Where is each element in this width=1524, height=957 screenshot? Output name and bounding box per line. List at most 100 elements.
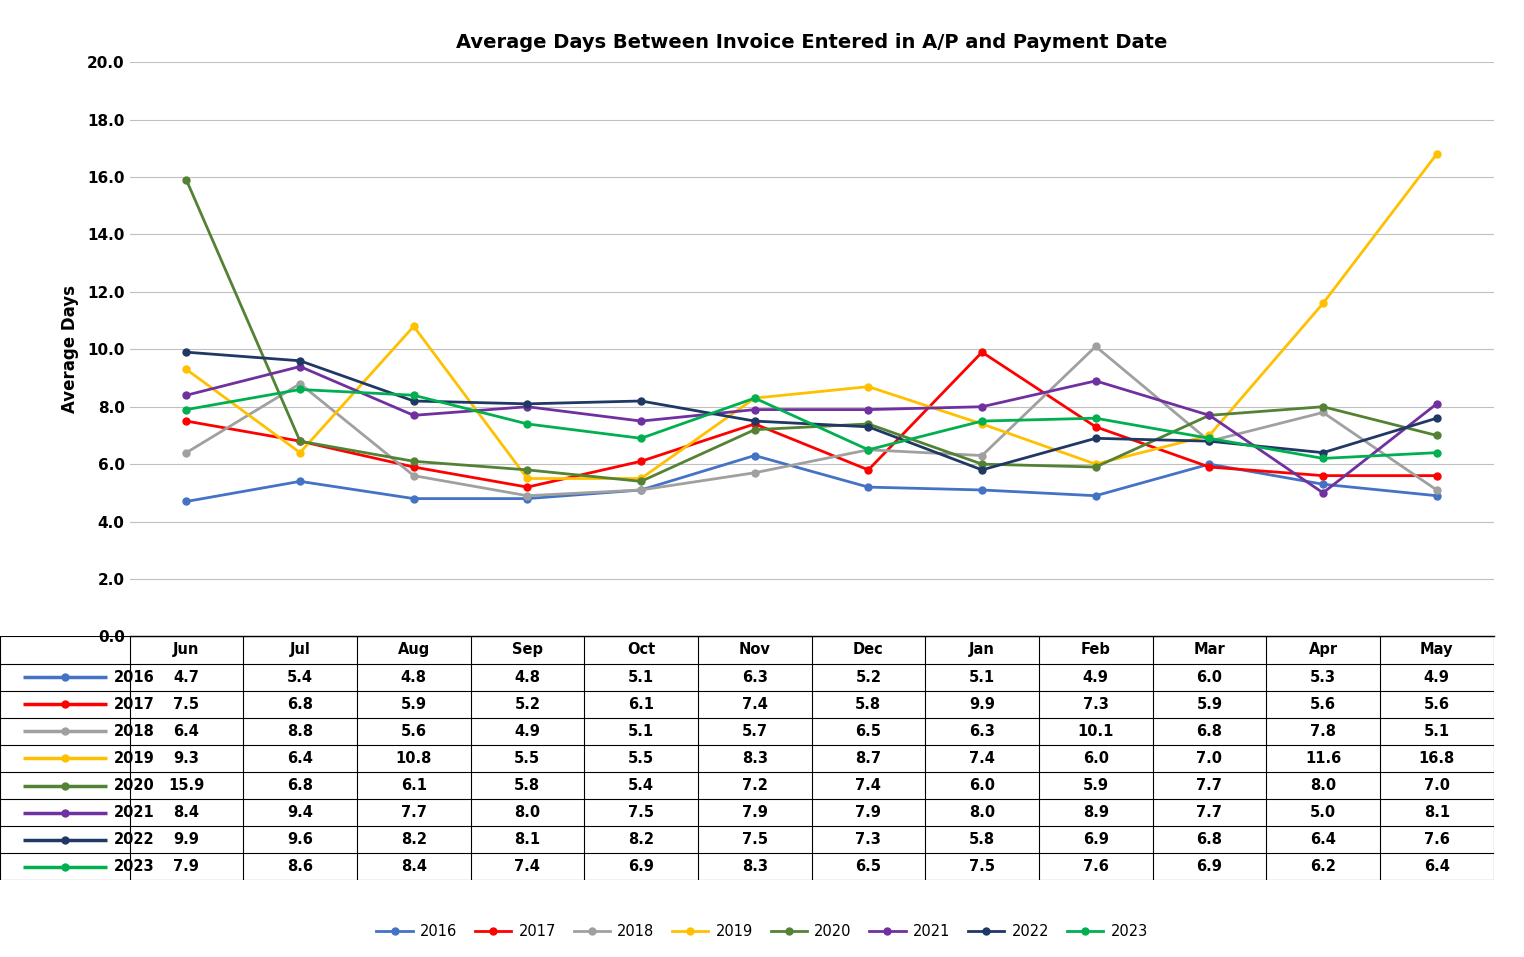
Text: 6.4: 6.4 xyxy=(287,751,312,766)
Text: Sep: Sep xyxy=(512,642,543,657)
2016 xyxy=(1087,490,1105,501)
2020 xyxy=(1428,430,1446,441)
2023 xyxy=(291,384,309,395)
2022 xyxy=(1201,435,1219,447)
2017 xyxy=(972,346,991,358)
2019 xyxy=(860,381,878,392)
Text: 9.9: 9.9 xyxy=(969,697,995,712)
2023 xyxy=(404,389,422,401)
Line: 2022: 2022 xyxy=(183,348,1440,474)
Text: 7.9: 7.9 xyxy=(742,805,768,820)
Text: 5.2: 5.2 xyxy=(515,697,541,712)
Text: Mar: Mar xyxy=(1193,642,1225,657)
Line: 2020: 2020 xyxy=(183,176,1440,485)
2017 xyxy=(860,464,878,476)
Y-axis label: Average Days: Average Days xyxy=(61,285,79,413)
Text: 7.4: 7.4 xyxy=(515,859,541,875)
Text: 6.9: 6.9 xyxy=(628,859,654,875)
Text: 5.8: 5.8 xyxy=(969,833,995,847)
Text: May: May xyxy=(1420,642,1454,657)
2023 xyxy=(1201,433,1219,444)
Text: 6.5: 6.5 xyxy=(855,723,881,739)
Text: 2016: 2016 xyxy=(114,670,155,684)
Text: 5.3: 5.3 xyxy=(1311,670,1337,684)
Title: Average Days Between Invoice Entered in A/P and Payment Date: Average Days Between Invoice Entered in … xyxy=(456,33,1167,53)
Legend: 2016, 2017, 2018, 2019, 2020, 2021, 2022, 2023: 2016, 2017, 2018, 2019, 2020, 2021, 2022… xyxy=(370,919,1154,945)
Text: Jul: Jul xyxy=(290,642,311,657)
Text: 8.1: 8.1 xyxy=(514,833,541,847)
Line: 2016: 2016 xyxy=(183,452,1440,505)
Text: 5.9: 5.9 xyxy=(1196,697,1222,712)
Text: 2017: 2017 xyxy=(114,697,155,712)
Text: 7.6: 7.6 xyxy=(1423,833,1449,847)
2016 xyxy=(860,481,878,493)
Text: 7.2: 7.2 xyxy=(742,778,768,793)
2023 xyxy=(1087,412,1105,424)
2016 xyxy=(404,493,422,504)
Text: 8.1: 8.1 xyxy=(1423,805,1449,820)
Text: 9.6: 9.6 xyxy=(287,833,312,847)
2017 xyxy=(518,481,536,493)
Text: 8.6: 8.6 xyxy=(287,859,312,875)
2023 xyxy=(177,404,195,415)
2017 xyxy=(1314,470,1332,481)
Text: 7.8: 7.8 xyxy=(1311,723,1337,739)
2021 xyxy=(972,401,991,412)
Text: 6.0: 6.0 xyxy=(1196,670,1222,684)
Text: Aug: Aug xyxy=(398,642,430,657)
2022 xyxy=(1428,412,1446,424)
Text: 6.3: 6.3 xyxy=(969,723,995,739)
2019 xyxy=(518,473,536,484)
2021 xyxy=(518,401,536,412)
2019 xyxy=(291,447,309,458)
Text: 7.9: 7.9 xyxy=(174,859,200,875)
Text: 2019: 2019 xyxy=(114,751,155,766)
Line: 2021: 2021 xyxy=(183,363,1440,497)
2018 xyxy=(1428,484,1446,496)
Line: 2017: 2017 xyxy=(183,348,1440,491)
Text: 7.7: 7.7 xyxy=(1196,805,1222,820)
2023 xyxy=(860,444,878,456)
2018 xyxy=(972,450,991,461)
Text: Jun: Jun xyxy=(174,642,200,657)
2020 xyxy=(177,174,195,186)
2022 xyxy=(177,346,195,358)
2017 xyxy=(745,418,764,430)
Text: 8.3: 8.3 xyxy=(742,859,768,875)
2019 xyxy=(404,321,422,332)
2016 xyxy=(1201,458,1219,470)
Text: 11.6: 11.6 xyxy=(1305,751,1341,766)
2022 xyxy=(291,355,309,367)
2021 xyxy=(291,361,309,372)
Text: 7.4: 7.4 xyxy=(742,697,768,712)
2021 xyxy=(1428,398,1446,410)
Text: 5.9: 5.9 xyxy=(401,697,427,712)
Text: 5.6: 5.6 xyxy=(1423,697,1449,712)
Text: 8.2: 8.2 xyxy=(401,833,427,847)
Text: 6.8: 6.8 xyxy=(1196,833,1222,847)
2017 xyxy=(177,415,195,427)
Text: 7.5: 7.5 xyxy=(742,833,768,847)
Text: 5.8: 5.8 xyxy=(855,697,881,712)
2021 xyxy=(404,410,422,421)
Text: 4.8: 4.8 xyxy=(401,670,427,684)
Text: 7.7: 7.7 xyxy=(1196,778,1222,793)
Text: Feb: Feb xyxy=(1081,642,1111,657)
Text: 7.3: 7.3 xyxy=(1082,697,1108,712)
2016 xyxy=(518,493,536,504)
Text: 8.0: 8.0 xyxy=(1311,778,1337,793)
2017 xyxy=(632,456,651,467)
Text: 6.8: 6.8 xyxy=(1196,723,1222,739)
2022 xyxy=(745,415,764,427)
Text: 7.4: 7.4 xyxy=(969,751,995,766)
Text: Oct: Oct xyxy=(626,642,655,657)
2018 xyxy=(1087,341,1105,352)
Text: 2021: 2021 xyxy=(114,805,155,820)
Text: 5.1: 5.1 xyxy=(969,670,995,684)
Text: 4.9: 4.9 xyxy=(1082,670,1108,684)
2021 xyxy=(1314,487,1332,499)
Text: 5.7: 5.7 xyxy=(742,723,768,739)
2020 xyxy=(1087,461,1105,473)
2019 xyxy=(972,418,991,430)
Text: 6.0: 6.0 xyxy=(969,778,995,793)
